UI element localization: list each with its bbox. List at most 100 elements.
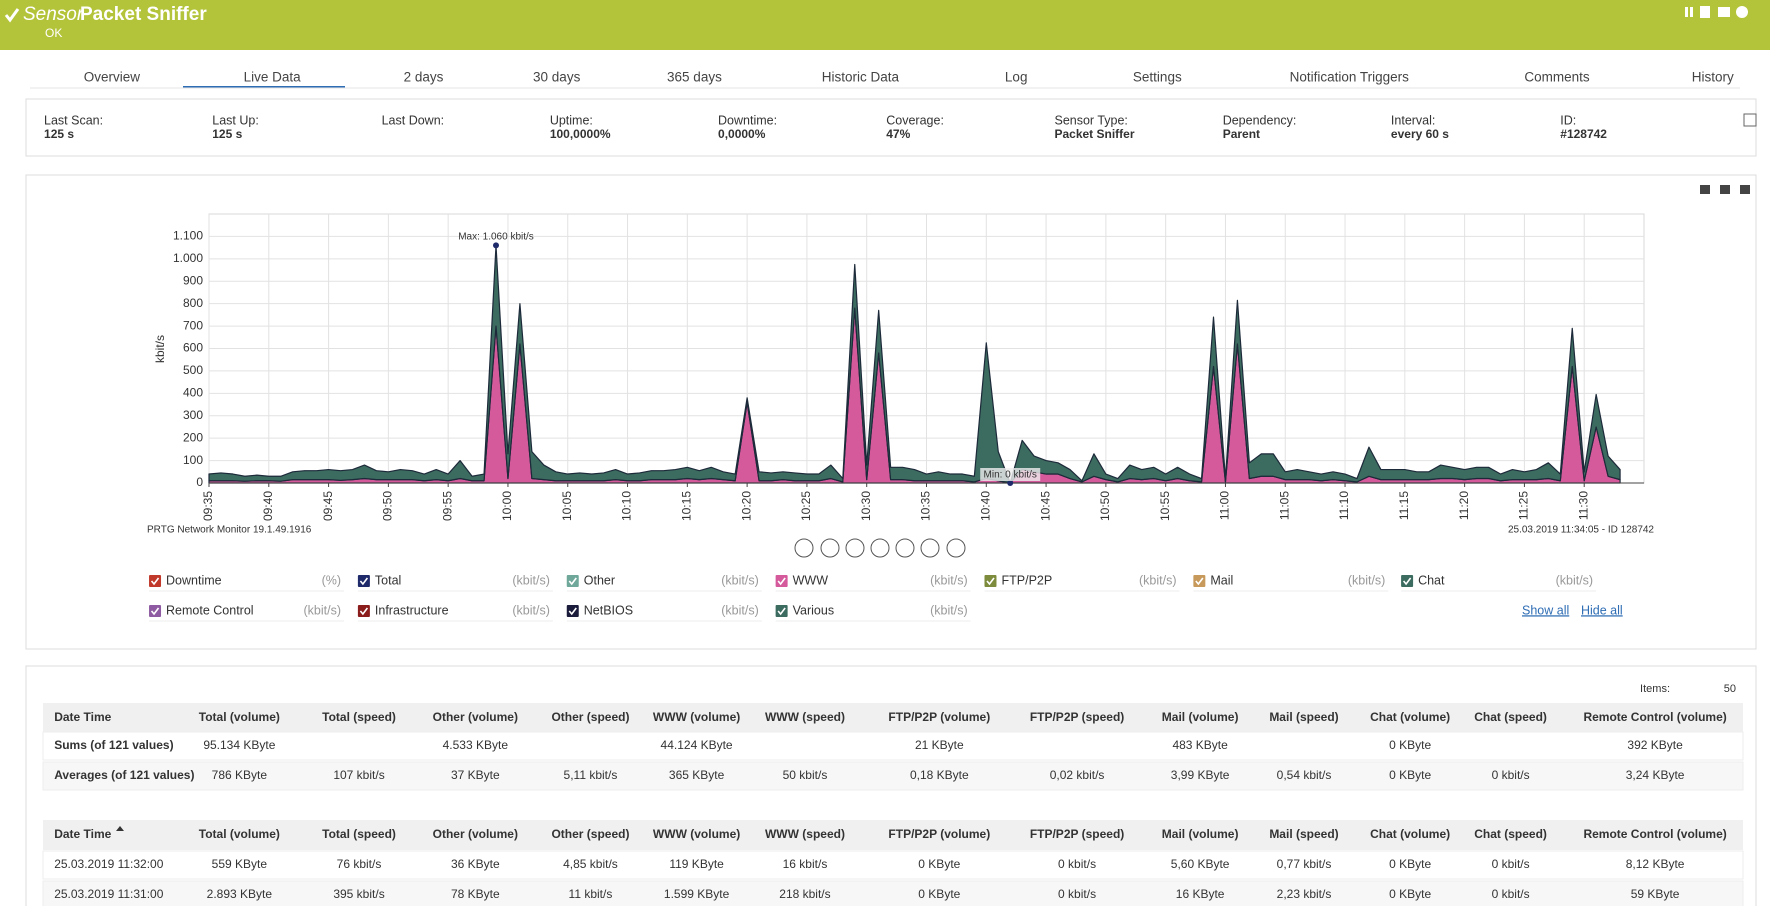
legend-checkbox[interactable]	[984, 575, 997, 587]
legend-checkbox[interactable]	[357, 605, 370, 617]
column-header[interactable]: Chat (volume)	[1370, 827, 1450, 841]
sensor-title: Packet Sniffer	[80, 4, 207, 25]
zoom-button[interactable]	[946, 538, 966, 558]
tab[interactable]: Live Data	[244, 70, 302, 85]
tab[interactable]: Overview	[84, 70, 141, 85]
qr-icon	[1743, 113, 1757, 127]
legend-check	[1402, 577, 1412, 586]
legend-label: Downtime	[166, 573, 222, 587]
table-cell: 0 KByte	[1389, 738, 1431, 752]
column-header[interactable]: Total (volume)	[199, 827, 280, 841]
y-tick-label: 800	[183, 296, 203, 310]
y-tick-label: 700	[183, 318, 203, 332]
table-cell: 0 KByte	[918, 857, 960, 871]
info-value: Parent	[1223, 127, 1260, 141]
legend-check	[150, 577, 160, 586]
info-value: 0,0000%	[718, 127, 766, 141]
tab[interactable]: History	[1692, 70, 1734, 85]
column-header: Remote Control (volume)	[1583, 710, 1726, 724]
x-tick-label: 10:45	[1038, 491, 1052, 521]
tab[interactable]: Log	[1005, 70, 1028, 85]
zoom-button[interactable]	[845, 538, 865, 558]
tab[interactable]: Historic Data	[822, 70, 900, 85]
info-value: #128742	[1560, 127, 1607, 141]
column-header[interactable]: Mail (volume)	[1162, 827, 1239, 841]
legend-check	[986, 577, 995, 586]
column-header[interactable]: Other (speed)	[551, 827, 629, 841]
tab[interactable]: 365 days	[667, 70, 722, 85]
table-cell: 1.599 KByte	[664, 887, 730, 901]
column-header[interactable]: Other (volume)	[433, 827, 518, 841]
column-header[interactable]: WWW (volume)	[653, 827, 740, 841]
table-cell: 0 KByte	[1389, 768, 1431, 782]
tab[interactable]: Notification Triggers	[1290, 70, 1410, 85]
x-tick-label: 09:50	[381, 491, 395, 521]
download-icon[interactable]	[1740, 185, 1750, 194]
legend-checkbox[interactable]	[149, 605, 162, 617]
legend-checkbox[interactable]	[566, 575, 579, 587]
legend-checkbox[interactable]	[1193, 575, 1206, 587]
chart-footer-left: PRTG Network Monitor 19.1.49.1916	[147, 525, 312, 536]
table-cell: 0 KByte	[918, 887, 960, 901]
zoom-button[interactable]	[794, 538, 814, 558]
info-value: 125 s	[44, 127, 74, 141]
table-row-bg	[42, 850, 1744, 880]
table-cell: 16 kbit/s	[783, 857, 828, 871]
legend-checkbox[interactable]	[149, 575, 162, 587]
tab[interactable]: Comments	[1524, 70, 1590, 85]
column-header[interactable]: Chat (speed)	[1474, 827, 1547, 841]
info-value: 100,0000%	[550, 127, 611, 141]
y-tick-label: 0	[196, 475, 203, 489]
x-tick-label: 10:15	[680, 491, 694, 521]
zoom-button[interactable]	[920, 538, 940, 558]
legend-check	[568, 607, 577, 616]
y-tick-label: 200	[183, 430, 203, 444]
table-cell: 4.533 KByte	[443, 738, 509, 752]
info-value: every 60 s	[1391, 127, 1449, 141]
max-annotation: Max: 1.060 kbit/s	[458, 232, 534, 243]
info-label: Sensor Type:	[1054, 113, 1127, 127]
legend-checkbox[interactable]	[775, 605, 788, 617]
max-dot	[493, 242, 499, 249]
download-icon[interactable]	[1720, 185, 1730, 194]
legend-checkbox[interactable]	[775, 575, 788, 587]
column-header[interactable]: Date Time	[54, 827, 111, 841]
table-row-bg	[42, 761, 1744, 791]
legend-check	[150, 607, 160, 616]
table-cell: 16 KByte	[1176, 887, 1225, 901]
tab[interactable]: 30 days	[533, 70, 581, 85]
legend-check	[777, 577, 786, 586]
zoom-button[interactable]	[895, 538, 915, 558]
min-dot	[1007, 480, 1014, 486]
column-header[interactable]: FTP/P2P (speed)	[1030, 827, 1124, 841]
table-cell: Sums (of 121 values)	[54, 738, 173, 752]
info-label: Downtime:	[718, 113, 777, 127]
column-header[interactable]: Mail (speed)	[1269, 827, 1338, 841]
legend-label: Remote Control	[166, 603, 254, 617]
table-row-bg	[42, 731, 1744, 761]
column-header: FTP/P2P (volume)	[888, 710, 990, 724]
legend-checkbox[interactable]	[357, 575, 370, 587]
tab[interactable]: 2 days	[404, 70, 444, 85]
legend-checkbox[interactable]	[566, 605, 579, 617]
legend-checkbox[interactable]	[1401, 575, 1414, 587]
zoom-button[interactable]	[870, 538, 890, 558]
tab[interactable]: Settings	[1133, 70, 1182, 85]
column-header: Chat (volume)	[1370, 710, 1450, 724]
table-cell: 44.124 KByte	[661, 738, 733, 752]
column-header[interactable]: FTP/P2P (volume)	[888, 827, 990, 841]
zoom-button[interactable]	[820, 538, 840, 558]
column-header[interactable]: Total (speed)	[322, 827, 396, 841]
table-cell: 25.03.2019 11:32:00	[54, 857, 164, 871]
table-cell: 0,54 kbit/s	[1277, 768, 1332, 782]
show-all-link[interactable]: Show all	[1522, 603, 1569, 617]
x-tick-label: 10:35	[919, 491, 933, 521]
x-tick-label: 11:20	[1457, 491, 1471, 520]
column-header[interactable]: Remote Control (volume)	[1583, 827, 1726, 841]
download-icon[interactable]	[1700, 185, 1710, 194]
hide-all-link[interactable]: Hide all	[1581, 603, 1623, 617]
legend-check	[359, 607, 369, 616]
column-header: Chat (speed)	[1474, 710, 1547, 724]
table-cell: 8,12 KByte	[1626, 857, 1685, 871]
column-header[interactable]: WWW (speed)	[765, 827, 845, 841]
